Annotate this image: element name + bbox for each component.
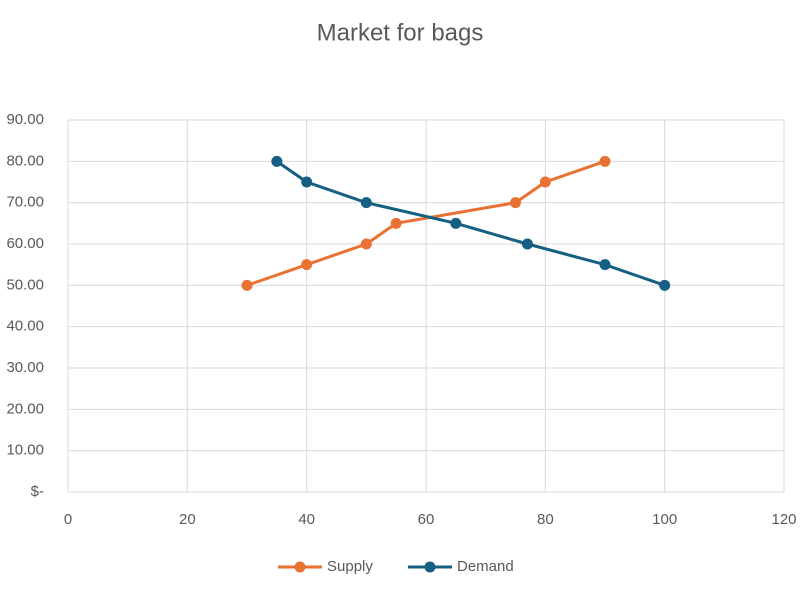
y-tick-label: 50.00 xyxy=(6,276,44,293)
legend-marker xyxy=(424,561,436,573)
marker xyxy=(539,176,551,188)
y-tick-label: 40.00 xyxy=(6,318,44,335)
marker xyxy=(390,217,402,229)
y-tick-label: 20.00 xyxy=(6,400,44,417)
x-tick-label: 100 xyxy=(652,511,677,528)
marker xyxy=(599,259,611,271)
legend-marker xyxy=(294,561,306,573)
marker xyxy=(599,155,611,167)
marker xyxy=(659,279,671,291)
y-tick-label: 80.00 xyxy=(6,152,44,169)
chart-title: Market for bags xyxy=(317,19,484,46)
y-tick-label: 10.00 xyxy=(6,442,44,459)
y-tick-label: 30.00 xyxy=(6,359,44,376)
marker xyxy=(271,155,283,167)
x-tick-label: 20 xyxy=(179,511,196,528)
y-tick-label: 90.00 xyxy=(6,111,44,128)
marker xyxy=(241,279,253,291)
legend-label: Supply xyxy=(327,558,373,575)
x-tick-label: 120 xyxy=(771,511,796,528)
marker xyxy=(360,197,372,209)
y-tick-label: $- xyxy=(31,483,44,500)
marker xyxy=(521,238,533,250)
legend-label: Demand xyxy=(457,558,514,575)
x-tick-label: 80 xyxy=(537,511,554,528)
marker xyxy=(450,217,462,229)
marker xyxy=(301,176,313,188)
marker xyxy=(510,197,521,209)
y-tick-label: 70.00 xyxy=(6,194,44,211)
y-tick-label: 60.00 xyxy=(6,235,44,252)
x-tick-label: 60 xyxy=(418,511,435,528)
marker xyxy=(360,238,372,250)
x-tick-label: 0 xyxy=(64,511,72,528)
marker xyxy=(301,259,313,271)
x-tick-label: 40 xyxy=(298,511,315,528)
